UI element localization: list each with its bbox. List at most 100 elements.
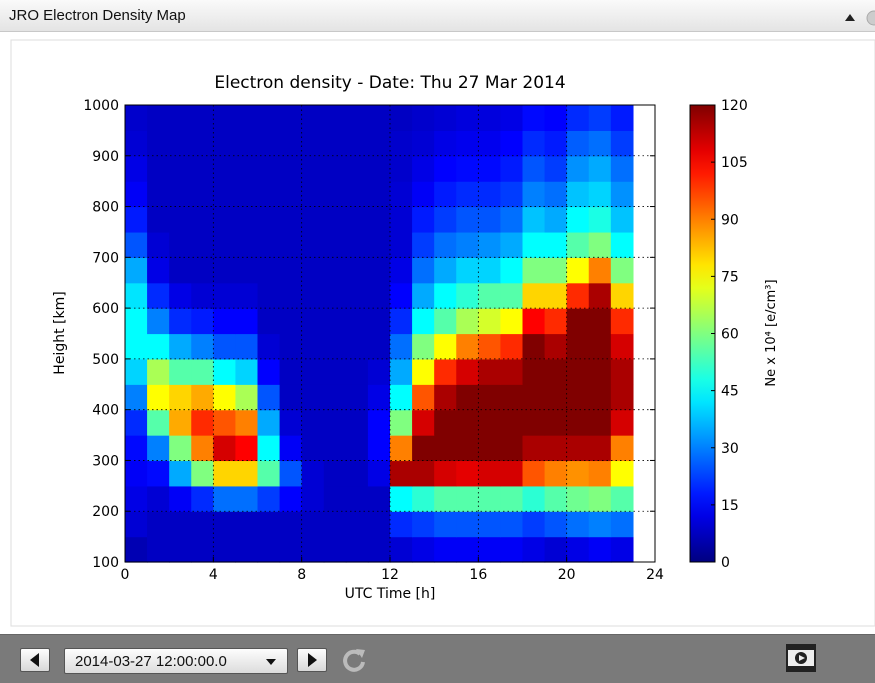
y-tick-label: 700 — [92, 250, 119, 266]
heatmap-cell — [588, 460, 612, 487]
heatmap-cell — [390, 181, 413, 208]
heatmap-cell — [566, 130, 590, 157]
heatmap-cell — [566, 181, 590, 208]
heatmap-cell — [456, 333, 479, 360]
panel-header: JRO Electron Density Map — [0, 0, 875, 32]
heatmap-cell — [367, 409, 391, 436]
heatmap-cell — [279, 257, 303, 284]
collapse-icon[interactable] — [845, 14, 855, 21]
heatmap-cell — [456, 460, 479, 487]
heatmap-cell — [323, 409, 347, 436]
heatmap-cell — [478, 130, 502, 157]
x-tick-label: 20 — [558, 567, 576, 583]
heatmap-cell — [301, 333, 325, 360]
heatmap-cell — [213, 105, 237, 131]
heatmap-cell — [345, 282, 369, 309]
heatmap-cell — [434, 231, 457, 258]
heatmap-cell — [125, 282, 148, 309]
heatmap-cell — [125, 485, 148, 512]
heatmap-cell — [301, 384, 325, 411]
heatmap-cell — [191, 384, 214, 411]
heatmap-cell — [147, 282, 170, 309]
heatmap-cell — [522, 384, 546, 411]
prev-button[interactable] — [20, 648, 50, 672]
heatmap-cell — [367, 536, 391, 563]
heatmap-cell — [478, 282, 502, 309]
heatmap-cell — [544, 105, 568, 131]
heatmap-cell — [478, 460, 502, 487]
heatmap-cell — [147, 358, 170, 385]
heatmap-cell — [610, 206, 634, 233]
header-controls[interactable] — [840, 0, 875, 32]
heatmap-cell — [301, 460, 325, 487]
heatmap-cell — [610, 130, 634, 157]
heatmap-cell — [279, 231, 303, 258]
heatmap-cell — [610, 511, 634, 538]
heatmap-cell — [456, 308, 479, 335]
heatmap-cell — [566, 358, 590, 385]
dropdown-caret[interactable] — [265, 657, 279, 667]
heatmap-cell — [500, 181, 524, 208]
heatmap-cell — [125, 257, 148, 284]
heatmap-cell — [434, 257, 457, 284]
date-select[interactable]: 2014-03-27 12:00:00.0 — [64, 648, 288, 674]
heatmap-cell — [169, 308, 192, 335]
heatmap-cell — [610, 536, 634, 563]
heatmap-cell — [323, 105, 347, 131]
heatmap-cell — [434, 105, 457, 131]
heatmap-cell — [323, 358, 347, 385]
heatmap-cell — [412, 257, 435, 284]
heatmap-cell — [301, 435, 325, 462]
heatmap-cell — [566, 435, 590, 462]
heatmap-cell — [434, 460, 457, 487]
heatmap-cell — [566, 384, 590, 411]
prev-icon[interactable] — [21, 649, 49, 671]
heatmap-cell — [169, 155, 192, 182]
heatmap-cell — [566, 282, 590, 309]
y-tick-label: 500 — [92, 352, 119, 368]
heatmap-cell — [566, 485, 590, 512]
animation-icon[interactable] — [786, 643, 818, 675]
heatmap-cell — [390, 130, 413, 157]
heatmap-cell — [412, 206, 435, 233]
heatmap-cell — [434, 206, 457, 233]
heatmap-cell — [544, 333, 568, 360]
heatmap-cell — [345, 130, 369, 157]
heatmap-cell — [279, 181, 303, 208]
heatmap-cell — [522, 308, 546, 335]
heatmap-cell — [169, 384, 192, 411]
heatmap-cell — [257, 384, 281, 411]
next-button[interactable] — [297, 648, 327, 672]
heatmap-cell — [147, 105, 170, 131]
heatmap-cell — [169, 231, 192, 258]
heatmap-cell — [323, 485, 347, 512]
heatmap-cell — [412, 105, 435, 131]
heatmap-cell — [257, 460, 281, 487]
heatmap-cell — [279, 130, 303, 157]
heatmap-cell — [213, 231, 237, 258]
close-icon[interactable] — [866, 10, 875, 26]
refresh-icon[interactable] — [340, 646, 368, 674]
heatmap-cell — [412, 130, 435, 157]
heatmap-cell — [125, 333, 148, 360]
colorbar-tick-label: 45 — [721, 384, 739, 400]
heatmap-cell — [125, 155, 148, 182]
heatmap-cell — [169, 511, 192, 538]
heatmap-cell — [235, 130, 259, 157]
heatmap-cell — [588, 511, 612, 538]
heatmap-cell — [390, 206, 413, 233]
heatmap-cell — [367, 435, 391, 462]
heatmap-cell — [147, 206, 170, 233]
heatmap-cell — [147, 384, 170, 411]
heatmap-cell — [478, 155, 502, 182]
heatmap-cell — [301, 231, 325, 258]
date-value[interactable]: 2014-03-27 12:00:00.0 — [75, 653, 227, 670]
heatmap-cell — [301, 511, 325, 538]
heatmap-cell — [456, 155, 479, 182]
heatmap-cell — [412, 308, 435, 335]
next-icon[interactable] — [298, 649, 326, 671]
heatmap-cell — [125, 536, 148, 563]
heatmap-cell — [456, 358, 479, 385]
heatmap-cell — [610, 358, 634, 385]
x-tick-label: 4 — [209, 567, 218, 583]
